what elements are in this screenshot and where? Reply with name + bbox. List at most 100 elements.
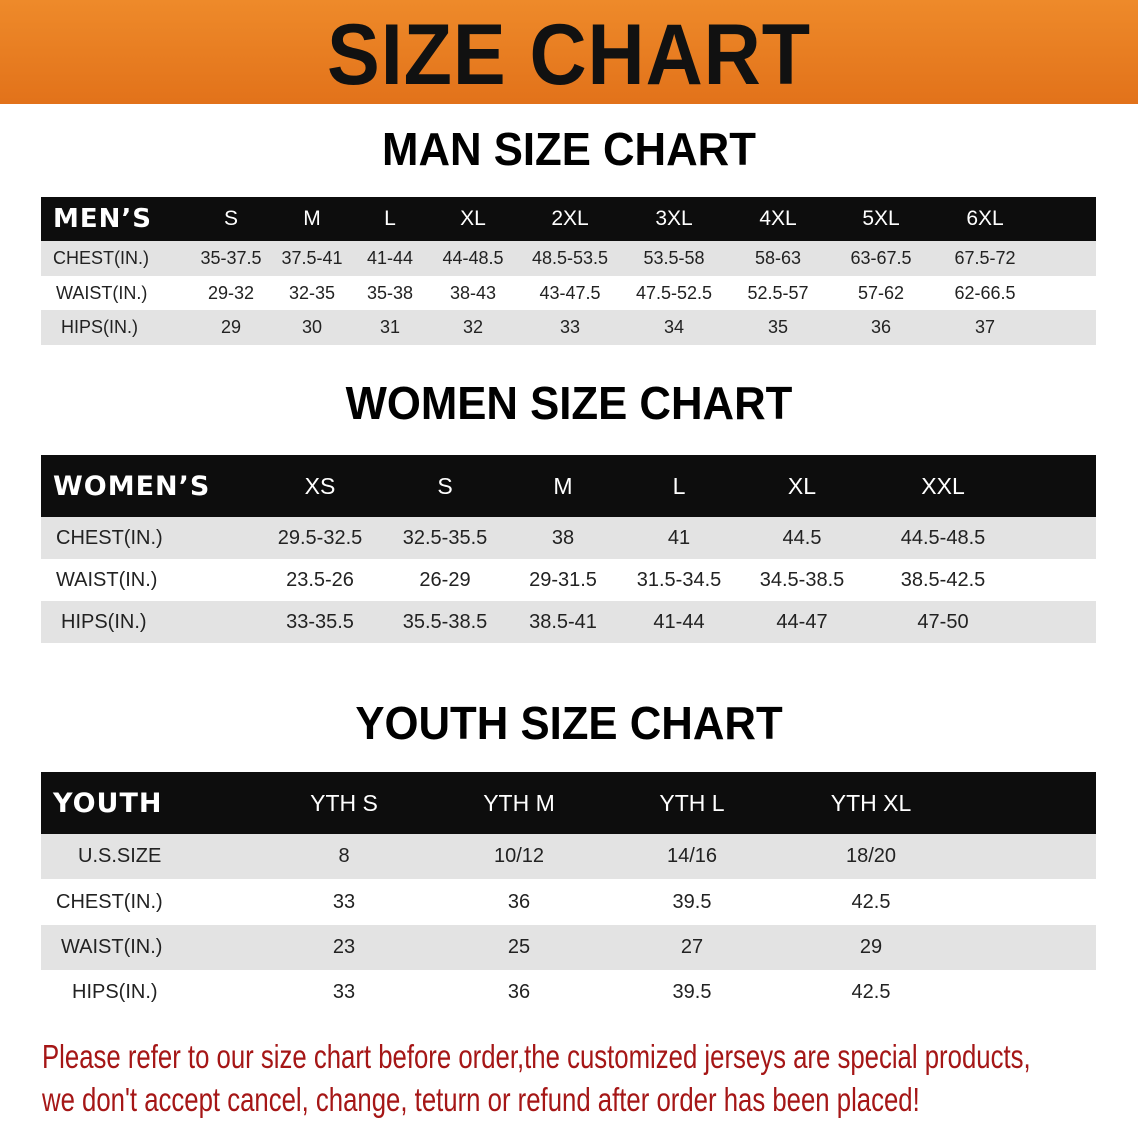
row-label: CHEST(IN.) <box>56 526 163 549</box>
table-cell: 33 <box>332 890 356 913</box>
measurement-row: CHEST(IN.) 33 36 39.5 42.5 <box>41 879 1096 925</box>
measurement-row: WAIST(IN.) 29-32 32-35 35-38 38-43 43-47.5 47.… <box>41 276 1096 310</box>
table-cell: 30 <box>301 317 323 337</box>
men-section-title: MAN SIZE CHART <box>382 123 756 175</box>
table-cell: 37.5-41 <box>281 248 343 268</box>
measurement-row: WAIST(IN.) 23.5-26 26-29 29-31.5 31.5-34.5 34… <box>41 559 1096 601</box>
table-cell: 37 <box>974 317 996 337</box>
size-header: S <box>437 472 453 499</box>
table-cell: 47-50 <box>917 610 969 633</box>
size-header: XL <box>787 472 817 499</box>
size-header: XS <box>304 472 336 499</box>
table-cell: 14/16 <box>666 845 718 867</box>
table-cell: 18/20 <box>845 845 897 867</box>
table-cell: 42.5 <box>851 890 891 913</box>
table-cell: 43-47.5 <box>539 282 601 303</box>
table-cell: 29.5-32.5 <box>277 526 363 549</box>
table-cell: 41-44 <box>366 248 414 268</box>
table-cell: 39.5 <box>672 890 712 913</box>
table-cell: 33 <box>332 981 356 1003</box>
table-cell: 44-48.5 <box>442 248 504 268</box>
table-cell: 38.5-42.5 <box>900 568 986 591</box>
header-row: MEN’S S M L XL 2XL 3XL 4XL 5XL 6XL <box>41 197 1096 241</box>
banner-title: SIZE CHART <box>327 7 811 103</box>
table-cell: 39.5 <box>672 981 712 1003</box>
row-label: WAIST(IN.) <box>56 282 148 303</box>
size-header: 5XL <box>862 207 900 230</box>
table-cell: 29-31.5 <box>529 568 597 591</box>
table-cell: 62-66.5 <box>954 282 1016 303</box>
table-cell: 44.5 <box>782 526 822 549</box>
table-cell: 67.5-72 <box>954 248 1016 268</box>
table-cell: 27 <box>680 936 704 958</box>
size-header: YTH L <box>659 789 725 816</box>
table-cell: 44.5-48.5 <box>900 526 986 549</box>
header-row: WOMEN’S XS S M L XL XXL <box>41 455 1096 517</box>
table-cell: 35.5-38.5 <box>402 610 488 633</box>
measurement-row: WAIST(IN.) 23 25 27 29 <box>41 925 1096 970</box>
table-cell: 29-32 <box>207 282 255 303</box>
table-cell: 32-35 <box>288 282 336 303</box>
size-header: YTH M <box>483 789 555 816</box>
size-header: 3XL <box>655 207 693 230</box>
table-cell: 47.5-52.5 <box>635 282 713 303</box>
banner: SIZE CHART <box>0 0 1138 104</box>
size-header: M <box>303 207 321 230</box>
notice-line-1: Please refer to our size chart before or… <box>42 1038 1031 1075</box>
table-cell: 58-63 <box>754 248 802 268</box>
header-label: YOUTH <box>53 787 163 819</box>
table-cell: 32.5-35.5 <box>402 526 488 549</box>
table-cell: 29 <box>220 317 242 337</box>
header-row: YOUTH YTH S YTH M YTH L YTH XL <box>41 772 1096 834</box>
table-cell: 31.5-34.5 <box>636 568 722 591</box>
table-cell: 33-35.5 <box>286 610 354 633</box>
row-label: WAIST(IN.) <box>56 568 158 591</box>
size-header: M <box>553 472 573 499</box>
measurement-row: HIPS(IN.) 33 36 39.5 42.5 <box>41 970 1096 1015</box>
table-cell: 35 <box>767 317 789 337</box>
table-cell: 23 <box>332 936 356 958</box>
table-cell: 53.5-58 <box>643 248 705 268</box>
row-label: HIPS(IN.) <box>61 317 139 337</box>
notice-line-2: we don't accept cancel, change, teturn o… <box>42 1081 920 1118</box>
size-header: 4XL <box>759 207 797 230</box>
table-cell: 10/12 <box>493 845 545 867</box>
table-cell: 36 <box>507 981 531 1003</box>
row-label: CHEST(IN.) <box>56 890 163 913</box>
table-cell: 38 <box>551 526 575 549</box>
row-label: WAIST(IN.) <box>61 936 163 958</box>
table-cell: 42.5 <box>851 981 891 1003</box>
table-cell: 34.5-38.5 <box>759 568 845 591</box>
youth-section-title: YOUTH SIZE CHART <box>355 697 783 749</box>
table-cell: 41-44 <box>653 610 705 633</box>
table-cell: 26-29 <box>419 568 471 591</box>
table-cell: 36 <box>507 890 531 913</box>
row-label: CHEST(IN.) <box>53 248 149 268</box>
table-cell: 41 <box>667 526 691 549</box>
header-label: WOMEN’S <box>53 470 211 502</box>
size-header: YTH S <box>310 789 378 816</box>
size-header: L <box>384 207 396 230</box>
measurement-row: CHEST(IN.) 35-37.5 37.5-41 41-44 44-48.5 48.5… <box>41 241 1096 276</box>
table-cell: 31 <box>379 317 401 337</box>
header-label: MEN’S <box>53 204 152 234</box>
measurement-row: HIPS(IN.) 29 30 31 32 33 34 35 36 37 <box>41 310 1096 345</box>
measurement-row: HIPS(IN.) 33-35.5 35.5-38.5 38.5-41 41-44 44-… <box>41 601 1096 643</box>
size-header: S <box>223 207 239 230</box>
size-header: YTH XL <box>830 789 912 816</box>
table-cell: 33 <box>559 317 581 337</box>
size-header: L <box>672 472 686 499</box>
measurement-row: U.S.SIZE 8 10/12 14/16 18/20 <box>41 834 1096 879</box>
table-cell: 8 <box>338 845 350 867</box>
table-cell: 48.5-53.5 <box>531 248 609 268</box>
table-cell: 23.5-26 <box>286 568 354 591</box>
table-cell: 38.5-41 <box>529 610 597 633</box>
size-header: XXL <box>921 472 965 499</box>
row-label: U.S.SIZE <box>78 845 162 867</box>
table-cell: 57-62 <box>857 282 905 303</box>
size-header: 2XL <box>551 207 589 230</box>
table-cell: 25 <box>507 936 531 958</box>
table-cell: 44-47 <box>776 610 828 633</box>
table-cell: 35-38 <box>366 282 414 303</box>
measurement-row: CHEST(IN.) 29.5-32.5 32.5-35.5 38 41 44.5 44.5… <box>41 517 1096 559</box>
